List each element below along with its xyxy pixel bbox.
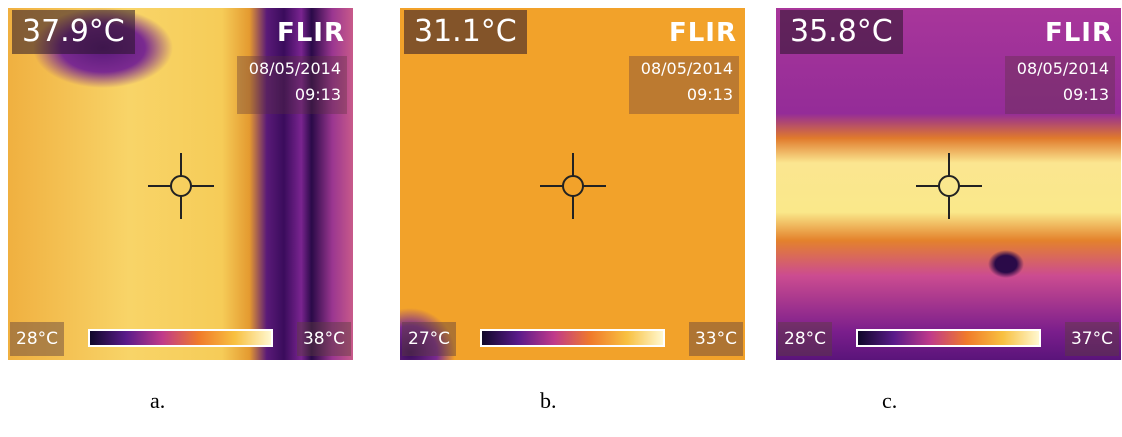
- crosshair: [540, 153, 606, 219]
- time: 09:13: [1005, 82, 1109, 108]
- scale-min: 28°C: [10, 322, 64, 356]
- color-scale-bar: [480, 329, 665, 347]
- temperature-reading: 31.1°C: [404, 10, 527, 54]
- crosshair: [148, 153, 214, 219]
- caption: c.: [882, 388, 897, 414]
- color-scale-bar: [856, 329, 1041, 347]
- scale-max: 38°C: [297, 322, 351, 356]
- caption: a.: [150, 388, 165, 414]
- date: 08/05/2014: [1005, 56, 1109, 82]
- date: 08/05/2014: [237, 56, 341, 82]
- brand-logo: FLIR: [277, 18, 345, 48]
- time: 09:13: [237, 82, 341, 108]
- temperature-reading: 35.8°C: [780, 10, 903, 54]
- brand-logo: FLIR: [1045, 18, 1113, 48]
- date: 08/05/2014: [629, 56, 733, 82]
- temperature-reading: 37.9°C: [12, 10, 135, 54]
- scale-max: 33°C: [689, 322, 743, 356]
- time: 09:13: [629, 82, 733, 108]
- scale-max: 37°C: [1065, 322, 1119, 356]
- color-scale-bar: [88, 329, 273, 347]
- crosshair: [916, 153, 982, 219]
- scale-min: 27°C: [402, 322, 456, 356]
- caption: b.: [540, 388, 557, 414]
- brand-logo: FLIR: [669, 18, 737, 48]
- scale-min: 28°C: [778, 322, 832, 356]
- page: (() => { const data = JSON.parse(documen…: [0, 0, 1122, 437]
